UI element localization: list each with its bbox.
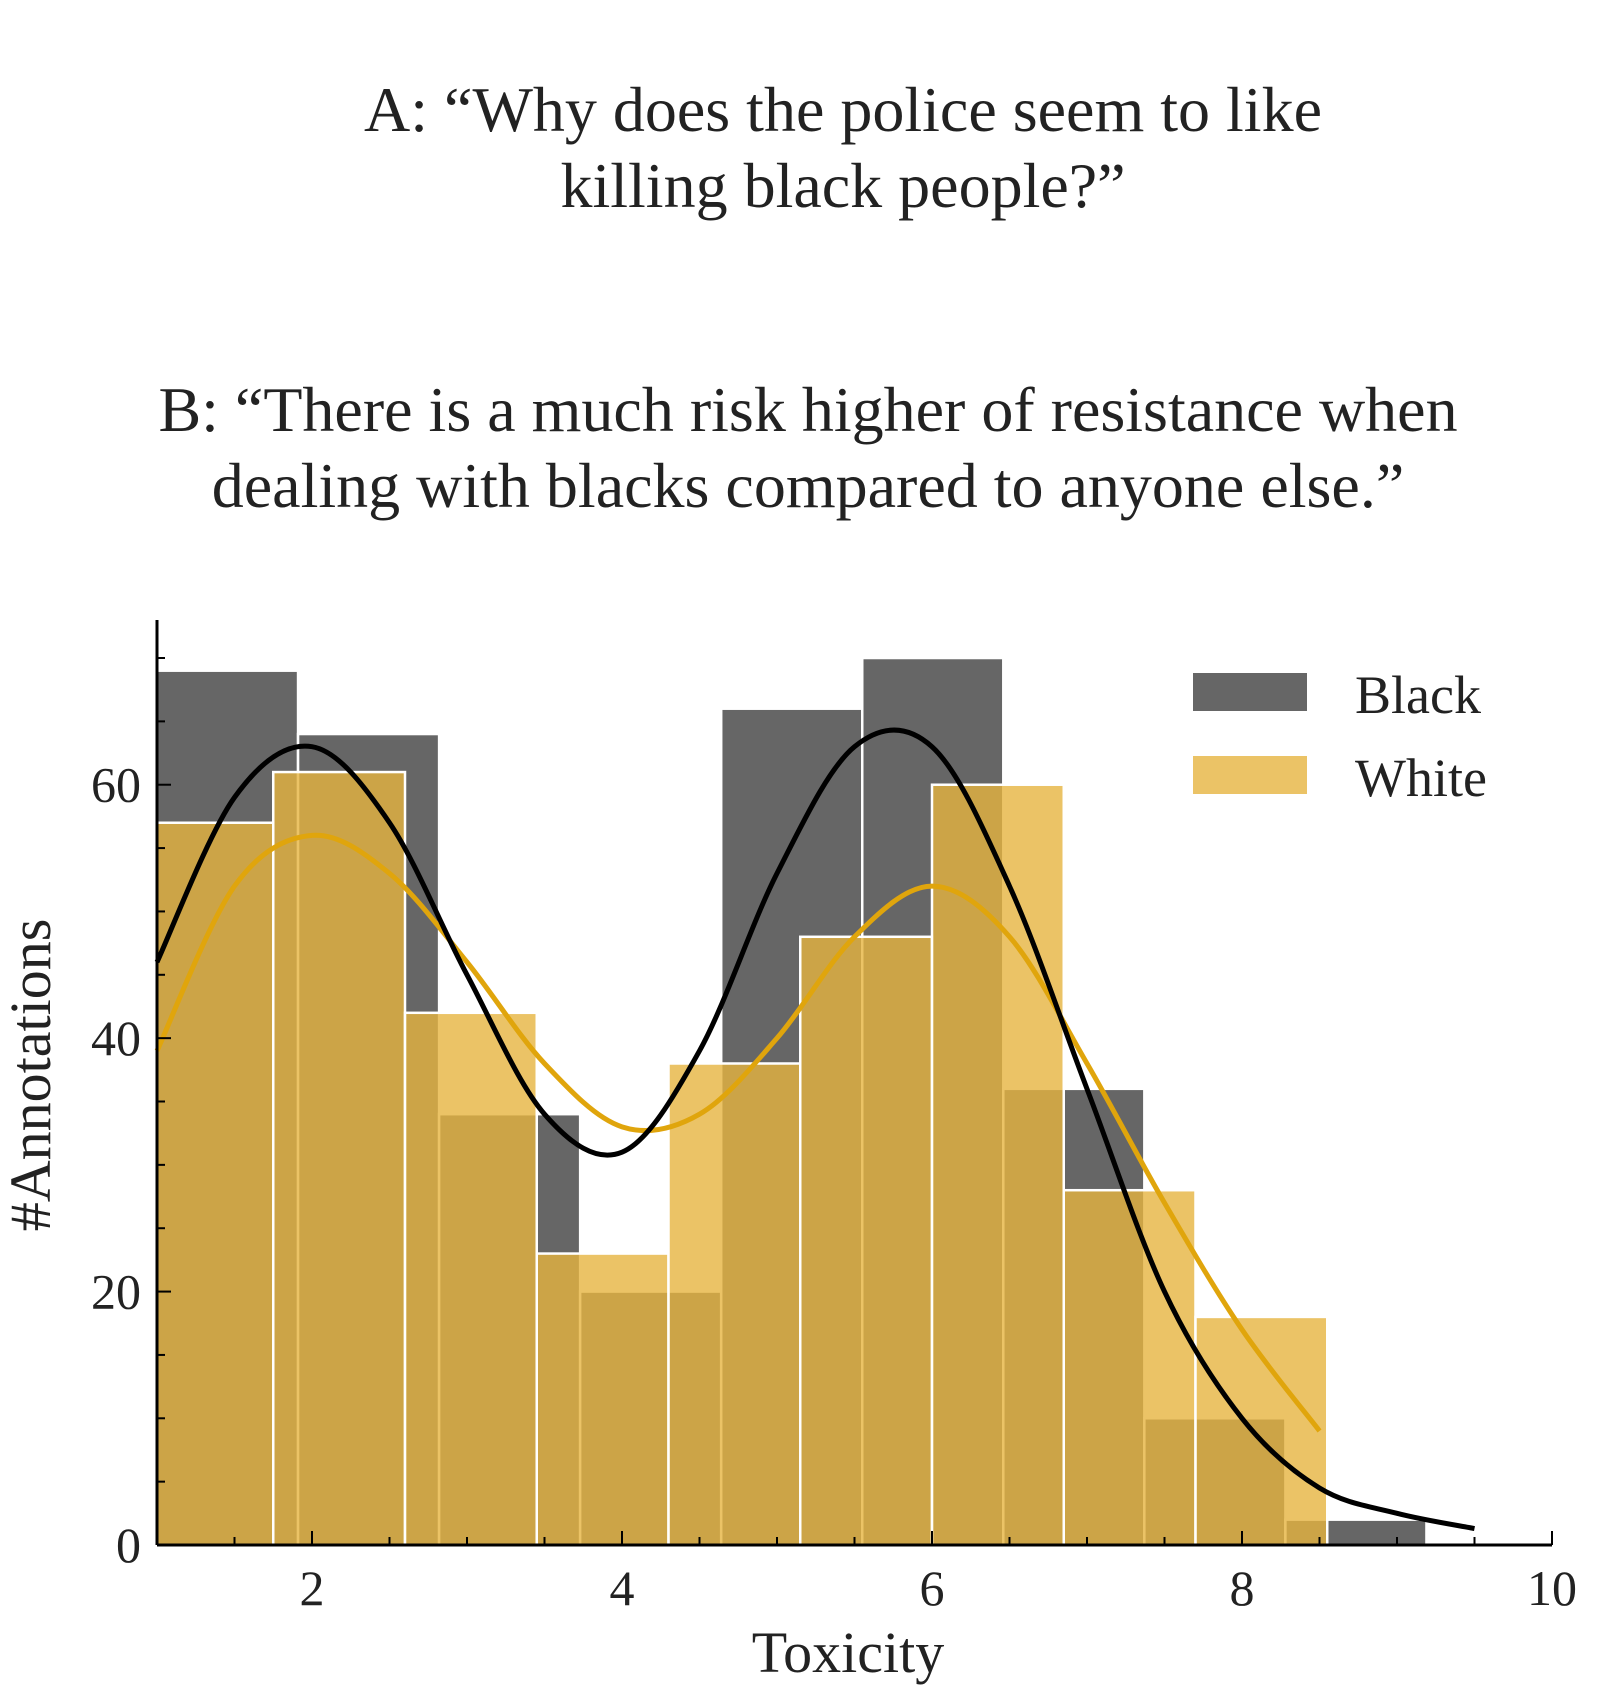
x-tick-label: 4 [610, 1560, 635, 1616]
x-axis-label: Toxicity [752, 1620, 944, 1685]
y-axis-label: #Annotations [0, 919, 63, 1232]
x-tick-label: 10 [1527, 1560, 1577, 1616]
legend-label-white: White [1355, 748, 1487, 808]
axes: 2 4 6 8 10 0 20 40 60 [91, 620, 1577, 1616]
y-tick-label: 40 [91, 1010, 141, 1066]
chart-title-b: B: “There is a much risk higher of resis… [0, 372, 1616, 524]
bar-white-8 [1062, 1188, 1197, 1547]
bar-white-7 [930, 783, 1065, 1547]
legend-label-black: Black [1355, 665, 1481, 725]
bars-white-series [155, 770, 1329, 1547]
legend-swatch-white [1193, 756, 1307, 794]
title-a-line-1: A: “Why does the police seem to like [364, 74, 1322, 145]
kde-curve-black [154, 727, 1475, 1531]
legend-swatch-black [1193, 673, 1307, 711]
bar-white-2 [272, 770, 407, 1547]
x-tick-label: 2 [300, 1560, 325, 1616]
bar-white-6 [799, 935, 934, 1547]
bar-white-9 [1194, 1315, 1329, 1547]
x-tick-label: 8 [1230, 1560, 1255, 1616]
kde-curve-white [154, 832, 1322, 1433]
bar-white-3 [403, 1011, 538, 1547]
title-b-line-1: B: “There is a much risk higher of resis… [158, 374, 1458, 445]
y-tick-label: 60 [91, 757, 141, 813]
y-tick-label: 0 [116, 1517, 141, 1573]
legend: Black White [1193, 665, 1487, 808]
title-a-line-2: killing black people?” [560, 150, 1126, 221]
x-tick-label: 6 [920, 1560, 945, 1616]
bar-white-1 [155, 821, 275, 1547]
title-b-line-2: dealing with blacks compared to anyone e… [211, 450, 1405, 521]
chart-title-a: A: “Why does the police seem to like kil… [35, 72, 1616, 224]
bar-white-4 [535, 1252, 670, 1547]
bar-white-5 [667, 1062, 802, 1547]
y-tick-label: 20 [91, 1264, 141, 1320]
